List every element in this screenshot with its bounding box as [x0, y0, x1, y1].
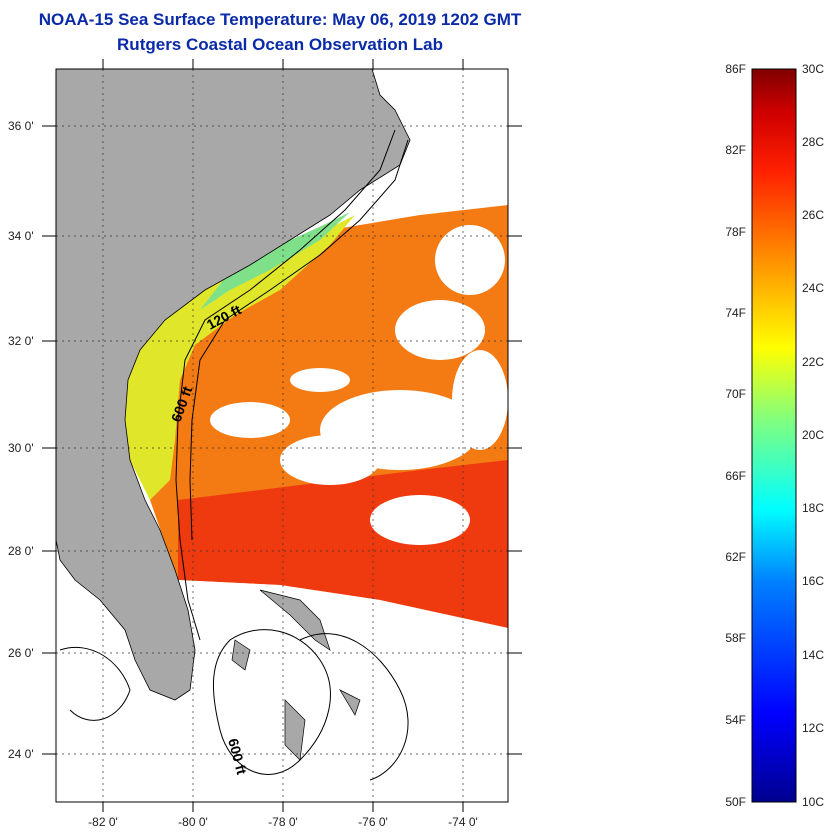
colorbar-f-label: 54F — [725, 713, 746, 727]
colorbar-c-label: 30C — [802, 62, 824, 76]
lon-label: -82 0' — [88, 815, 118, 829]
lat-label: 32 0' — [8, 334, 34, 348]
colorbar-c-label: 12C — [802, 721, 824, 735]
lat-label: 30 0' — [8, 441, 34, 455]
colorbar-c-label: 14C — [802, 648, 824, 662]
lat-label: 24 0' — [8, 747, 34, 761]
colorbar-f-label: 74F — [725, 306, 746, 320]
colorbar-fahrenheit-labels: 86F 82F 78F 74F 70F 66F 62F 58F 54F 50F — [725, 62, 746, 809]
cloud-cover — [210, 225, 508, 545]
colorbar-c-label: 24C — [802, 281, 824, 295]
colorbar-f-label: 50F — [725, 795, 746, 809]
colorbar-f-label: 66F — [725, 469, 746, 483]
colorbar-c-label: 28C — [802, 135, 824, 149]
colorbar-f-label: 62F — [725, 550, 746, 564]
sst-shelf-cool — [200, 212, 350, 310]
colorbar-c-label: 18C — [802, 501, 824, 515]
axis-ticks — [42, 59, 522, 812]
colorbar-f-label: 86F — [725, 62, 746, 76]
lat-label: 34 0' — [8, 229, 34, 243]
colorbar-c-label: 20C — [802, 428, 824, 442]
lat-label: 28 0' — [8, 544, 34, 558]
colorbar-f-label: 70F — [725, 387, 746, 401]
lat-label: 26 0' — [8, 646, 34, 660]
colorbar-c-label: 10C — [802, 795, 824, 809]
lon-label: -74 0' — [448, 815, 478, 829]
map-title: NOAA-15 Sea Surface Temperature: May 06,… — [38, 10, 522, 29]
colorbar-celsius-labels: 30C 28C 26C 24C 22C 20C 18C 16C 14C 12C … — [802, 62, 824, 809]
graticule — [56, 69, 508, 802]
map-border — [55, 68, 509, 803]
colorbar-c-label: 22C — [802, 355, 824, 369]
colorbar — [751, 68, 797, 803]
lon-label: -76 0' — [358, 815, 388, 829]
colorbar-c-label: 16C — [802, 574, 824, 588]
colorbar-f-label: 78F — [725, 225, 746, 239]
lon-label: -78 0' — [268, 815, 298, 829]
map-subtitle: Rutgers Coastal Ocean Observation Lab — [117, 35, 443, 54]
isobath-contours — [59, 129, 409, 781]
colorbar-c-label: 26C — [802, 208, 824, 222]
colorbar-f-label: 82F — [725, 143, 746, 157]
colorbar-f-label: 58F — [725, 631, 746, 645]
lon-label: -80 0' — [178, 815, 208, 829]
lat-label: 36 0' — [8, 119, 34, 133]
